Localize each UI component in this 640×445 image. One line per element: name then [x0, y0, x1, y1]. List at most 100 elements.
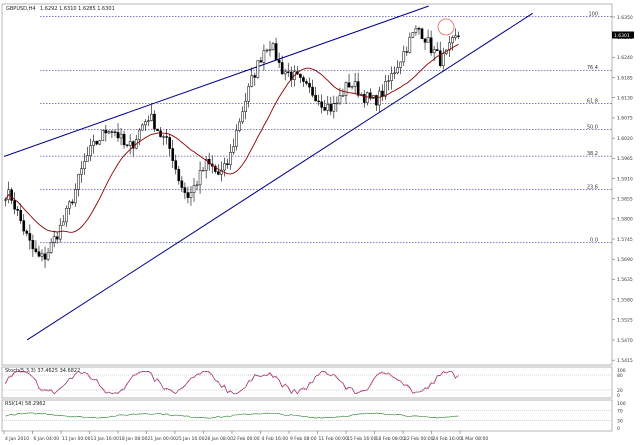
- candle: [271, 41, 275, 51]
- candle-body: [414, 28, 418, 33]
- candle-body: [247, 86, 251, 102]
- trend-channel: [3, 5, 533, 341]
- candle: [83, 153, 86, 175]
- candle: [457, 31, 460, 40]
- candle: [426, 29, 430, 43]
- price-tick-label: 1.6020: [617, 136, 633, 142]
- candle-body: [417, 28, 421, 30]
- candle-body: [350, 86, 354, 88]
- price-tick-label: 1.5580: [617, 297, 633, 303]
- candle: [323, 100, 327, 112]
- candle-body: [58, 224, 62, 240]
- candle: [405, 46, 409, 56]
- candle-body: [116, 132, 120, 139]
- candle-body: [113, 131, 117, 133]
- candle: [247, 83, 251, 108]
- main-panel: [1, 3, 613, 366]
- candle-body: [34, 248, 38, 252]
- candle: [101, 129, 105, 141]
- candle: [128, 134, 132, 155]
- candle: [46, 248, 50, 261]
- candle: [372, 94, 375, 99]
- candle: [122, 130, 126, 149]
- candle-body: [223, 163, 226, 171]
- candle: [198, 161, 202, 194]
- time-tick-label: 6 Jan 04:00: [34, 436, 60, 442]
- candle-body: [189, 192, 193, 198]
- candle: [235, 124, 238, 151]
- candle-body: [375, 95, 378, 106]
- fib-label: 76.4: [587, 65, 598, 71]
- candle-body: [4, 199, 7, 201]
- candle-body: [226, 163, 229, 165]
- candle: [95, 140, 99, 146]
- candle-body: [204, 158, 208, 171]
- candle-body: [353, 81, 357, 87]
- candle-body: [52, 236, 56, 243]
- candle-body: [229, 152, 232, 165]
- candle: [213, 164, 217, 174]
- time-tick-label: 4 Feb 16:00: [262, 436, 289, 442]
- candle-body: [74, 189, 77, 204]
- candle-body: [372, 95, 375, 99]
- candle: [192, 178, 196, 202]
- candle: [52, 230, 56, 248]
- candle: [40, 249, 44, 262]
- candle: [229, 144, 232, 170]
- candle: [387, 75, 390, 91]
- candle: [390, 66, 393, 90]
- rsi-tick-label: 30: [617, 418, 623, 424]
- price-tick-label: 1.6350: [617, 15, 633, 21]
- candle: [25, 229, 29, 237]
- candle: [226, 158, 229, 169]
- candle: [320, 94, 323, 114]
- candle: [259, 56, 263, 63]
- candle-body: [144, 121, 147, 126]
- candle-body: [192, 185, 196, 193]
- candle: [177, 166, 181, 185]
- candle-body: [341, 95, 345, 97]
- time-tick-label: 4 Jan 2010: [5, 436, 29, 442]
- candle-body: [329, 104, 333, 112]
- candle: [408, 32, 412, 54]
- candle-body: [338, 95, 342, 104]
- stoch-tick-label: 80: [617, 373, 623, 379]
- candle-body: [256, 60, 260, 78]
- time-tick-label: 15 Feb 16:00: [347, 436, 377, 442]
- candle-body: [16, 208, 19, 211]
- candle-body: [441, 53, 445, 66]
- price-tick-label: 1.5470: [617, 338, 633, 344]
- candle-body: [92, 140, 95, 146]
- candle-body: [40, 253, 44, 257]
- candle-body: [423, 38, 427, 43]
- candle-body: [396, 67, 399, 74]
- candle-body: [429, 37, 433, 54]
- candle-body: [46, 252, 50, 260]
- price-tick-label: 1.5745: [617, 237, 633, 243]
- candle: [378, 86, 381, 113]
- fib-label: 23.6: [587, 185, 598, 191]
- candle-body: [220, 169, 223, 175]
- candle-body: [159, 130, 162, 138]
- candle-body: [150, 113, 153, 121]
- candle-body: [317, 100, 320, 103]
- candle: [238, 118, 241, 133]
- candle: [162, 134, 165, 146]
- candle-body: [213, 165, 217, 172]
- channel-lower: [26, 12, 533, 341]
- price-tick-label: 1.5635: [617, 277, 633, 283]
- candle-body: [347, 82, 351, 88]
- candle-body: [10, 189, 13, 201]
- candle: [186, 186, 190, 204]
- time-tick-label: 1 Mar 08:00: [461, 436, 488, 442]
- fib-label: 0.0: [590, 238, 598, 244]
- candle: [104, 124, 108, 142]
- candle: [344, 81, 348, 105]
- candle-body: [387, 80, 390, 82]
- candle: [314, 87, 317, 102]
- candle: [13, 192, 16, 215]
- candle: [393, 66, 396, 79]
- rsi-tick-label: 70: [617, 408, 623, 414]
- candle-body: [171, 148, 175, 161]
